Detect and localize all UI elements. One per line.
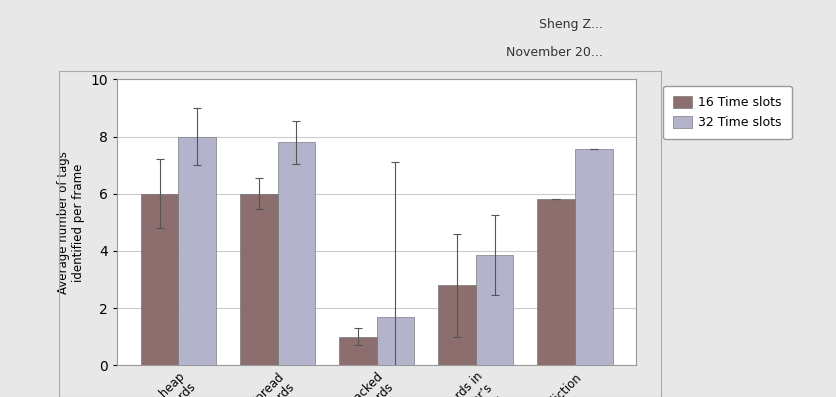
Bar [537,199,574,365]
Text: November 20...: November 20... [505,46,602,59]
Bar [140,194,178,365]
Bar [437,285,475,365]
Bar [240,194,278,365]
Bar [178,137,216,365]
Legend: 16 Time slots, 32 Time slots: 16 Time slots, 32 Time slots [662,86,791,139]
Bar [574,149,612,365]
Y-axis label: Average number of tags
identified per frame: Average number of tags identified per fr… [57,151,85,294]
Bar [376,317,414,365]
Bar [339,337,376,365]
Bar [278,142,315,365]
Bar [475,255,512,365]
Text: Sheng Z...: Sheng Z... [538,18,602,31]
